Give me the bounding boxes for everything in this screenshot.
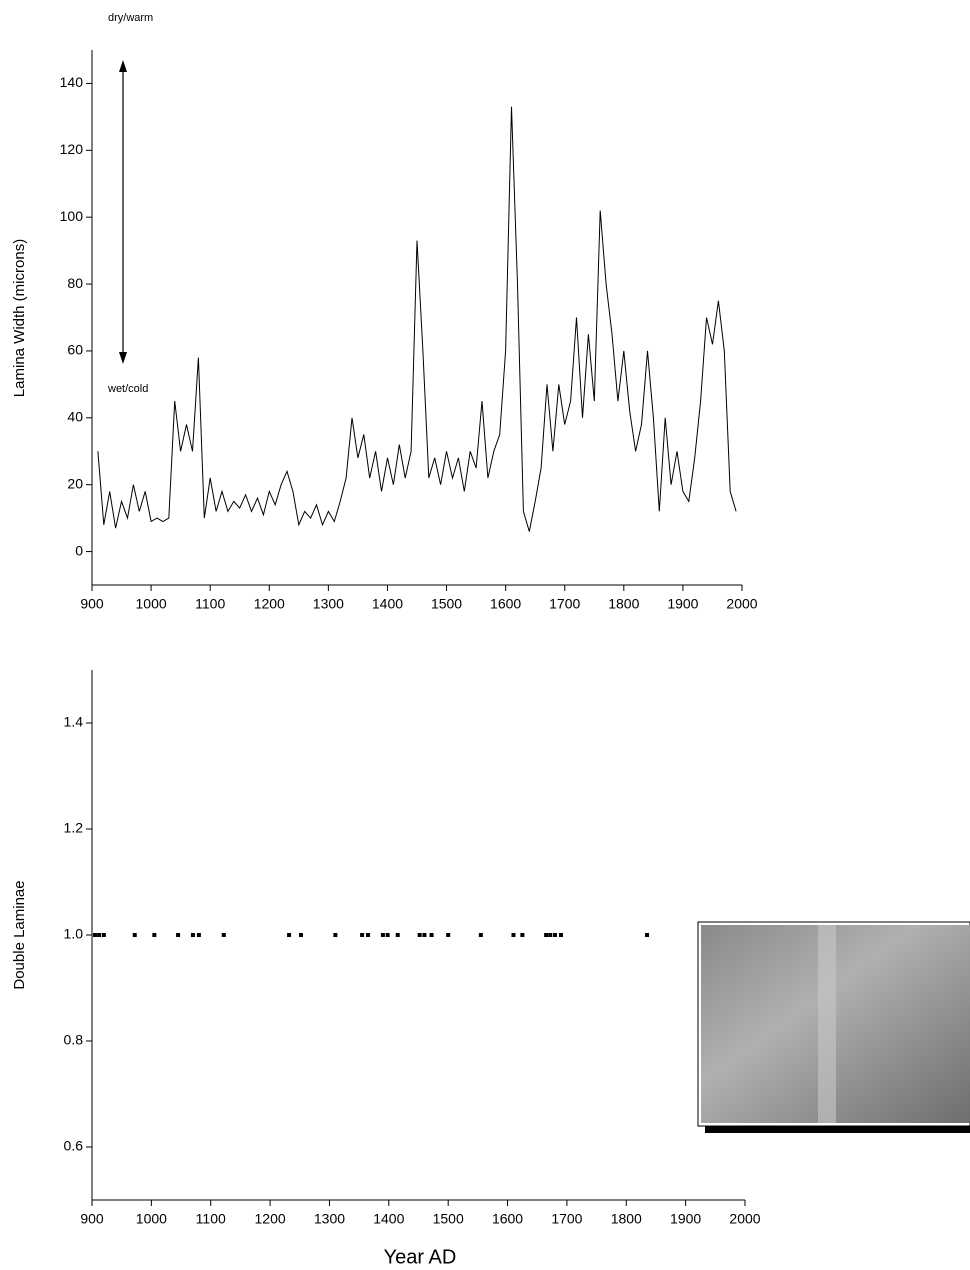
- x-tick-label: 1000: [136, 596, 167, 612]
- point: [298, 933, 303, 937]
- x-tick-label: 1900: [667, 596, 698, 612]
- point: [366, 933, 371, 937]
- x-tick-label: 1200: [255, 1211, 286, 1227]
- y-tick-label: 100: [60, 208, 84, 224]
- point: [645, 933, 650, 937]
- y-tick-label: 0: [75, 542, 83, 558]
- x-tick-label: 1800: [611, 1211, 642, 1227]
- point: [520, 933, 525, 937]
- point: [132, 933, 137, 937]
- point: [422, 933, 427, 937]
- y-tick-label: 1.0: [64, 926, 84, 942]
- data-line: [97, 106, 737, 532]
- x-tick-label: 1900: [670, 1211, 701, 1227]
- x-tick-label: 1000: [136, 1211, 167, 1227]
- x-tick-label: 1300: [313, 596, 344, 612]
- y-tick-label: 40: [67, 409, 83, 425]
- y-tick-label: 120: [60, 141, 84, 157]
- x-tick-label: 2000: [726, 596, 757, 612]
- point: [558, 933, 563, 937]
- x-tick-label: 1800: [608, 596, 639, 612]
- y-tick-label: 60: [67, 342, 83, 358]
- point: [190, 933, 195, 937]
- x-tick-label: 1500: [431, 596, 462, 612]
- y-tick-label: 0.6: [64, 1138, 84, 1154]
- x-tick-label: 1100: [196, 1211, 226, 1227]
- x-tick-label: 1300: [314, 1211, 345, 1227]
- point: [380, 933, 385, 937]
- point: [287, 933, 292, 937]
- x-tick-label: 2000: [729, 1211, 760, 1227]
- annotation: dry/warm: [108, 12, 153, 24]
- point: [385, 933, 390, 937]
- point: [417, 933, 422, 937]
- y-tick-label: 1.4: [64, 714, 84, 730]
- y-tick-label: 80: [67, 275, 83, 291]
- x-tick-label: 1700: [549, 596, 580, 612]
- point: [333, 933, 338, 937]
- point: [548, 933, 553, 937]
- x-tick-label: 900: [80, 596, 104, 612]
- x-tick-label: 1600: [492, 1211, 523, 1227]
- x-axis-label: Year AD: [384, 1246, 457, 1268]
- y-tick-label: 1.2: [64, 820, 84, 836]
- point: [511, 933, 516, 937]
- x-tick-label: 1400: [372, 596, 403, 612]
- x-tick-label: 1500: [433, 1211, 464, 1227]
- point: [92, 933, 97, 937]
- point: [221, 933, 226, 937]
- x-tick-label: 1200: [254, 596, 285, 612]
- x-tick-label: 1700: [551, 1211, 582, 1227]
- point: [544, 933, 549, 937]
- x-tick-label: 1400: [373, 1211, 404, 1227]
- y-tick-label: 20: [67, 475, 83, 491]
- point: [553, 933, 558, 937]
- x-tick-label: 900: [80, 1211, 104, 1227]
- point: [395, 933, 400, 937]
- y-tick-label: 0.8: [64, 1032, 84, 1048]
- point: [478, 933, 483, 937]
- point: [97, 933, 102, 937]
- point: [152, 933, 157, 937]
- point: [429, 933, 434, 937]
- point: [360, 933, 365, 937]
- y-axis-label: Lamina Width (microns): [11, 239, 28, 397]
- point: [101, 933, 106, 937]
- x-tick-label: 1600: [490, 596, 521, 612]
- y-axis-label: Double Laminae: [11, 880, 28, 989]
- annotation: wet/cold: [107, 383, 148, 395]
- point: [176, 933, 181, 937]
- photo-detail: [818, 925, 836, 1123]
- x-tick-label: 1100: [195, 596, 225, 612]
- point: [196, 933, 201, 937]
- point: [446, 933, 451, 937]
- y-tick-label: 140: [60, 74, 84, 90]
